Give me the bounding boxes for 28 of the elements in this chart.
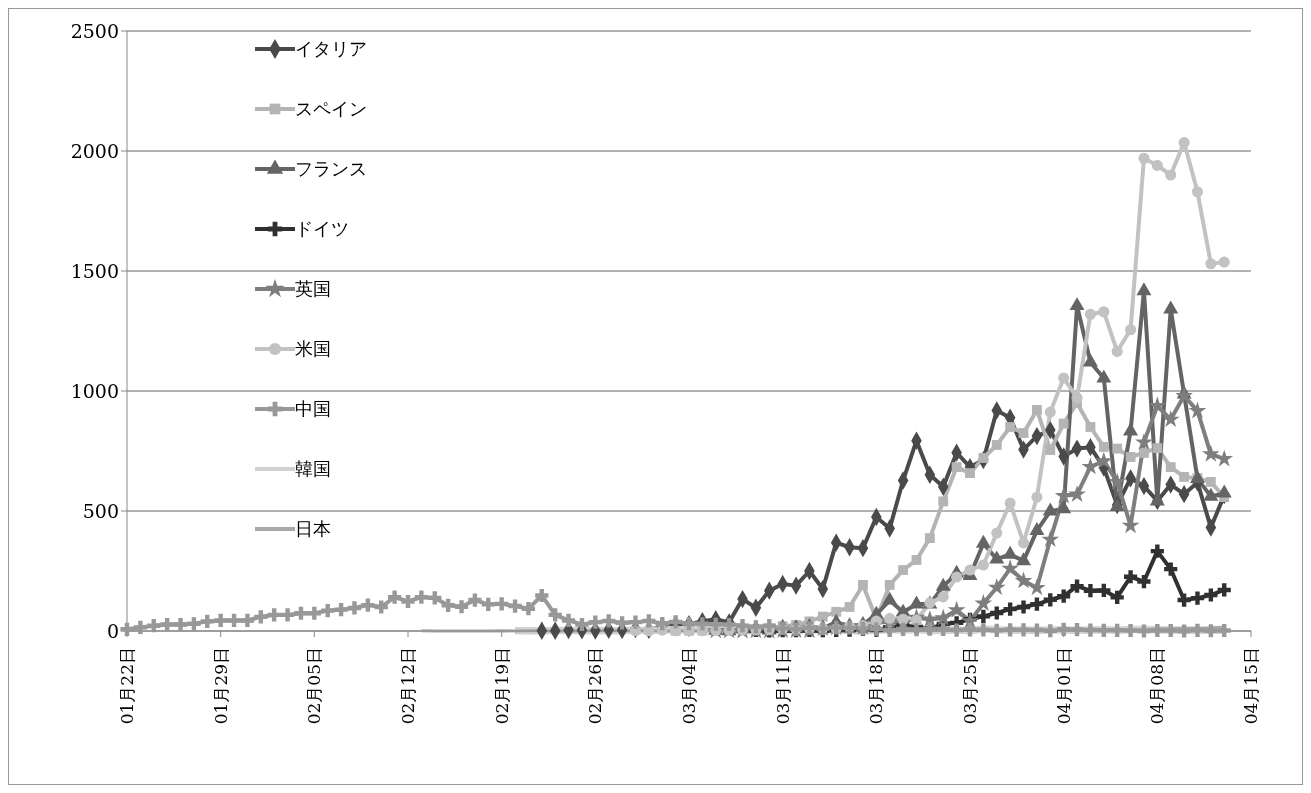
y-tick-label: 0 bbox=[106, 619, 119, 642]
legend-label: 日本 bbox=[295, 517, 331, 541]
x-tick-label: 03月25日 bbox=[960, 647, 980, 725]
legend-label: 米国 bbox=[295, 337, 331, 361]
legend-label: フランス bbox=[295, 157, 367, 181]
legend-label: イタリア bbox=[295, 37, 367, 61]
legend-label: スペイン bbox=[295, 97, 367, 121]
legend-label: 英国 bbox=[295, 277, 331, 301]
x-tick-label: 03月18日 bbox=[866, 647, 887, 725]
x-tick-label: 04月01日 bbox=[1053, 647, 1074, 725]
legend-label: 韓国 bbox=[295, 457, 331, 481]
y-tick-label: 1000 bbox=[70, 379, 119, 402]
y-tick-label: 2000 bbox=[70, 139, 119, 162]
x-tick-label: 02月12日 bbox=[398, 647, 418, 725]
y-tick-label: 2500 bbox=[70, 19, 119, 42]
x-tick-label: 02月19日 bbox=[491, 647, 512, 725]
legend-label: 中国 bbox=[295, 397, 331, 421]
x-tick-label: 04月15日 bbox=[1241, 647, 1261, 725]
legend-label: ドイツ bbox=[295, 217, 349, 241]
x-tick-label: 01月22日 bbox=[117, 647, 137, 725]
x-tick-label: 02月26日 bbox=[585, 647, 606, 725]
x-tick-label: 01月29日 bbox=[210, 647, 231, 725]
x-tick-label: 03月11日 bbox=[772, 647, 793, 725]
y-tick-label: 1500 bbox=[70, 259, 119, 282]
x-tick-label: 02月05日 bbox=[304, 647, 325, 725]
x-tick-label: 03月04日 bbox=[679, 647, 699, 725]
y-tick-label: 500 bbox=[82, 499, 119, 522]
x-tick-label: 04月08日 bbox=[1147, 647, 1168, 725]
